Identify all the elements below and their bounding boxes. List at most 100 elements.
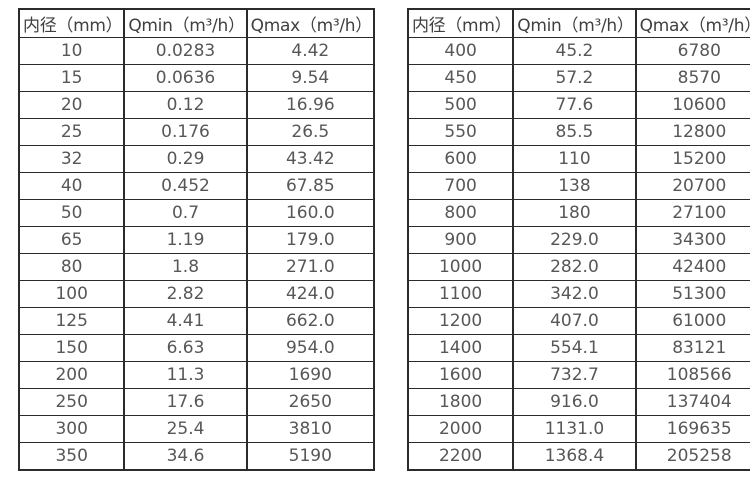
table-row: 350 34.6 5190 — [17, 442, 375, 471]
table-cell: 0.0283 — [123, 37, 248, 65]
table-cell: 6780 — [634, 37, 750, 65]
table-cell: 700 — [406, 172, 515, 200]
table-cell: 57.2 — [512, 64, 637, 92]
table-cell: 110 — [512, 145, 637, 173]
table-cell: 450 — [406, 64, 515, 92]
table-cell: 34.6 — [123, 442, 248, 471]
table-cell: 12800 — [634, 118, 750, 146]
table-cell: 40 — [17, 172, 126, 200]
table-row: 1600 732.7 108566 — [406, 361, 750, 389]
table-cell: 1800 — [406, 388, 515, 416]
table-cell: 0.452 — [123, 172, 248, 200]
column-header: Qmin（m³/h） — [512, 8, 637, 38]
table-cell: 1131.0 — [512, 415, 637, 443]
table-row: 1000 282.0 42400 — [406, 253, 750, 281]
table-row: 125 4.41 662.0 — [17, 307, 375, 335]
table-cell: 0.176 — [123, 118, 248, 146]
table-row: 800 180 27100 — [406, 199, 750, 227]
table-cell: 45.2 — [512, 37, 637, 65]
table-cell: 25 — [17, 118, 126, 146]
table-cell: 1400 — [406, 334, 515, 362]
table-row: 1400 554.1 83121 — [406, 334, 750, 362]
header-row: 内径（mm） Qmin（m³/h） Qmax（m³/h） — [17, 8, 375, 38]
table-row: 200 11.3 1690 — [17, 361, 375, 389]
table-row: 1800 916.0 137404 — [406, 388, 750, 416]
table-cell: 600 — [406, 145, 515, 173]
table-cell: 180 — [512, 199, 637, 227]
table-row: 80 1.8 271.0 — [17, 253, 375, 281]
table-cell: 43.42 — [245, 145, 375, 173]
table-cell: 0.0636 — [123, 64, 248, 92]
table-cell: 125 — [17, 307, 126, 335]
table-row: 550 85.5 12800 — [406, 118, 750, 146]
table-cell: 85.5 — [512, 118, 637, 146]
table-cell: 160.0 — [245, 199, 375, 227]
table-cell: 3810 — [245, 415, 375, 443]
column-header: 内径（mm） — [406, 8, 515, 38]
table-cell: 1000 — [406, 253, 515, 281]
table-cell: 51300 — [634, 280, 750, 308]
table-cell: 34300 — [634, 226, 750, 254]
table-cell: 0.7 — [123, 199, 248, 227]
table-row: 150 6.63 954.0 — [17, 334, 375, 362]
table-cell: 424.0 — [245, 280, 375, 308]
table-row: 300 25.4 3810 — [17, 415, 375, 443]
table-cell: 954.0 — [245, 334, 375, 362]
table-cell: 179.0 — [245, 226, 375, 254]
table-cell: 916.0 — [512, 388, 637, 416]
table-cell: 342.0 — [512, 280, 637, 308]
table-cell: 900 — [406, 226, 515, 254]
table-cell: 10600 — [634, 91, 750, 119]
table-cell: 138 — [512, 172, 637, 200]
table-cell: 4.42 — [245, 37, 375, 65]
table-cell: 0.12 — [123, 91, 248, 119]
table-cell: 205258 — [634, 442, 750, 471]
table-row: 10 0.0283 4.42 — [17, 37, 375, 65]
table-row: 900 229.0 34300 — [406, 226, 750, 254]
table-cell: 32 — [17, 145, 126, 173]
table-cell: 5190 — [245, 442, 375, 471]
table-cell: 10 — [17, 37, 126, 65]
table-row: 25 0.176 26.5 — [17, 118, 375, 146]
table-cell: 1690 — [245, 361, 375, 389]
table-row: 600 110 15200 — [406, 145, 750, 173]
table-cell: 20 — [17, 91, 126, 119]
table-row: 20 0.12 16.96 — [17, 91, 375, 119]
table-cell: 554.1 — [512, 334, 637, 362]
table-row: 15 0.0636 9.54 — [17, 64, 375, 92]
table-cell: 20700 — [634, 172, 750, 200]
table-row: 32 0.29 43.42 — [17, 145, 375, 173]
table-cell: 407.0 — [512, 307, 637, 335]
column-header: Qmin（m³/h） — [123, 8, 248, 38]
table-cell: 15200 — [634, 145, 750, 173]
table-cell: 1.19 — [123, 226, 248, 254]
table-cell: 15 — [17, 64, 126, 92]
table-cell: 0.29 — [123, 145, 248, 173]
table-cell: 200 — [17, 361, 126, 389]
table-cell: 50 — [17, 199, 126, 227]
table-cell: 2000 — [406, 415, 515, 443]
table-cell: 65 — [17, 226, 126, 254]
table-row: 500 77.6 10600 — [406, 91, 750, 119]
table-row: 400 45.2 6780 — [406, 37, 750, 65]
table-cell: 1200 — [406, 307, 515, 335]
table-cell: 137404 — [634, 388, 750, 416]
table-cell: 400 — [406, 37, 515, 65]
table-row: 2000 1131.0 169635 — [406, 415, 750, 443]
table-cell: 229.0 — [512, 226, 637, 254]
table-cell: 4.41 — [123, 307, 248, 335]
table-row: 700 138 20700 — [406, 172, 750, 200]
table-cell: 100 — [17, 280, 126, 308]
flow-table-small-diameter: 内径（mm） Qmin（m³/h） Qmax（m³/h） 10 0.0283 4.42 1… — [17, 8, 375, 471]
table-cell: 27100 — [634, 199, 750, 227]
table-cell: 11.3 — [123, 361, 248, 389]
table-cell: 67.85 — [245, 172, 375, 200]
table-row: 100 2.82 424.0 — [17, 280, 375, 308]
table-cell: 77.6 — [512, 91, 637, 119]
column-header: Qmax（m³/h） — [634, 8, 750, 38]
table-cell: 42400 — [634, 253, 750, 281]
column-header: Qmax（m³/h） — [245, 8, 375, 38]
table-cell: 9.54 — [245, 64, 375, 92]
table-row: 65 1.19 179.0 — [17, 226, 375, 254]
table-cell: 61000 — [634, 307, 750, 335]
